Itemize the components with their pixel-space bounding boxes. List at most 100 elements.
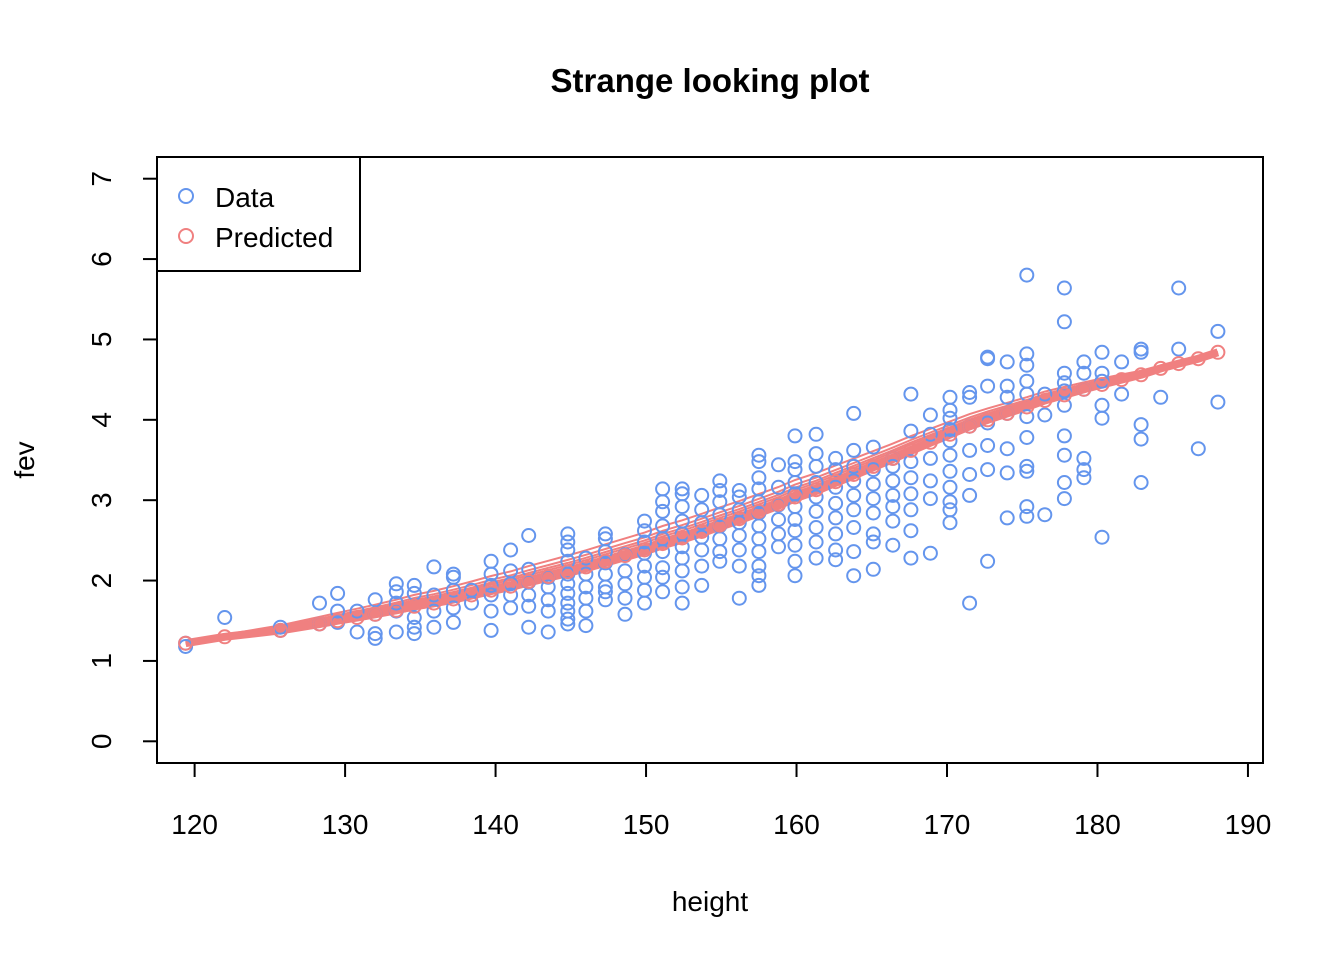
data-point	[808, 458, 824, 474]
predicted-point	[388, 602, 404, 618]
data-point	[962, 595, 978, 611]
data-point	[1133, 344, 1149, 360]
data-point	[903, 423, 919, 439]
data-point	[980, 351, 996, 367]
data-point	[962, 467, 978, 482]
data-point	[922, 426, 938, 442]
data-point	[1019, 508, 1035, 524]
data-point	[1056, 397, 1072, 413]
data-point	[1210, 394, 1226, 410]
data-point	[1076, 450, 1092, 466]
data-point	[922, 545, 938, 561]
data-point	[388, 595, 404, 611]
data-point	[962, 389, 978, 405]
data-point	[483, 577, 499, 593]
data-point	[787, 553, 803, 569]
data-point	[731, 542, 747, 558]
data-point	[903, 523, 919, 539]
data-point	[1056, 447, 1072, 463]
data-point	[637, 582, 652, 598]
data-point	[808, 503, 824, 519]
data-point	[1133, 475, 1149, 490]
predicted-point	[521, 573, 537, 589]
data-point	[942, 402, 958, 418]
predicted-point	[1190, 351, 1206, 367]
data-point	[1037, 386, 1053, 402]
data-point	[942, 494, 958, 510]
predicted-point	[1133, 367, 1149, 383]
legend-box	[156, 156, 361, 272]
data-point	[942, 463, 958, 479]
predicted-point	[1019, 399, 1035, 415]
data-point	[771, 512, 786, 527]
data-point	[1037, 507, 1053, 523]
data-point	[903, 386, 919, 402]
data-point	[694, 515, 710, 531]
data-point	[885, 473, 901, 489]
y-tick-label: 3	[86, 492, 117, 508]
data-point	[942, 433, 958, 449]
data-point	[637, 534, 652, 550]
data-point	[483, 553, 499, 569]
data-point	[980, 462, 996, 478]
y-tick-label: 7	[86, 171, 117, 187]
predicted-point	[1076, 381, 1092, 397]
predicted-point	[808, 482, 824, 498]
data-point	[751, 568, 767, 584]
predicted-point	[617, 548, 633, 564]
data-point	[846, 568, 862, 584]
data-point	[942, 410, 958, 426]
data-point	[560, 542, 576, 558]
data-point	[674, 579, 690, 595]
predicted-point	[272, 622, 288, 638]
data-point	[846, 405, 862, 421]
data-point	[330, 585, 346, 601]
predicted-point	[330, 613, 346, 629]
data-point	[330, 603, 346, 619]
predicted-point	[560, 564, 576, 580]
data-point	[1019, 409, 1035, 425]
data-point	[617, 563, 633, 579]
predicted-point	[712, 517, 728, 533]
predicted-point	[903, 442, 919, 458]
data-point	[694, 558, 710, 574]
data-point	[712, 483, 728, 498]
legend-data-label: Data	[215, 182, 275, 213]
data-point	[578, 550, 594, 566]
predicted-point	[962, 418, 978, 434]
data-point	[751, 531, 767, 547]
data-point	[751, 544, 767, 560]
data-point	[312, 595, 327, 611]
data-point	[367, 626, 383, 642]
predicted-point	[771, 496, 786, 512]
data-point	[922, 450, 938, 466]
data-point	[787, 512, 803, 527]
data-point	[483, 622, 499, 638]
predicted-point	[445, 591, 461, 607]
data-point	[865, 505, 881, 521]
data-point	[1210, 323, 1226, 339]
data-point	[922, 491, 938, 507]
predicted-point	[578, 559, 594, 575]
data-point	[1019, 463, 1035, 479]
predicted-point	[464, 587, 479, 603]
data-point	[846, 473, 862, 489]
data-point	[942, 447, 958, 463]
y-tick-label: 6	[86, 251, 117, 267]
predicted-point	[1094, 377, 1110, 392]
x-tick-label: 190	[1225, 809, 1272, 840]
data-point	[999, 465, 1015, 481]
data-point	[942, 479, 958, 495]
data-point	[885, 513, 901, 529]
predicted-point	[597, 553, 613, 569]
predicted-point	[751, 503, 767, 519]
data-point	[999, 389, 1015, 405]
predicted-point	[503, 578, 519, 594]
data-point	[865, 491, 881, 507]
data-point	[1019, 373, 1035, 389]
data-point	[406, 610, 422, 625]
data-point	[597, 592, 613, 608]
y-axis-label: fev	[9, 441, 40, 478]
data-point	[787, 454, 803, 470]
predicted-point	[674, 530, 690, 546]
